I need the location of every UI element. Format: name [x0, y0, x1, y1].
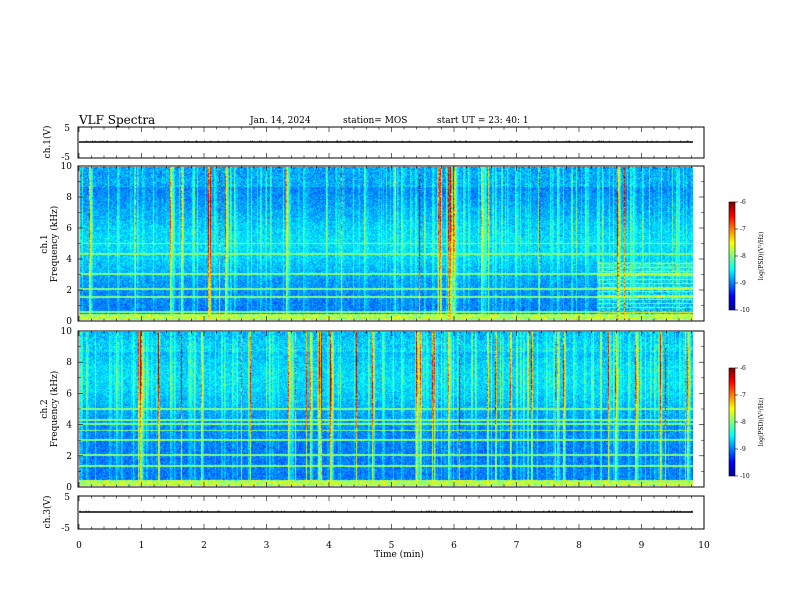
ch2-colorbar-label: log(PSD)(V²/Hz)	[758, 398, 765, 447]
colorbar-tick-label: -10	[740, 307, 750, 314]
ch2-colorbar-ticks: -6 -7 -8 -9 -10	[735, 365, 750, 480]
y-tick-label: 10	[61, 162, 73, 172]
ch1-spectrogram-ylabel: Frequency (kHz)	[49, 206, 60, 283]
ch1-waveform-frame	[77, 126, 705, 159]
ch1-waveform-jitter	[86, 140, 689, 142]
x-tick-label: 10	[698, 541, 710, 551]
y-tick-label: 0	[66, 483, 72, 493]
ch1-ytick-top: 5	[64, 124, 70, 134]
ch3-ytick-top: 5	[64, 493, 70, 503]
ch3-waveform-frame	[77, 495, 705, 530]
y-tick-label: 6	[66, 389, 72, 399]
ch1-waveform-ylabel: ch.1(V)	[42, 126, 53, 159]
colorbar-tick-label: -7	[740, 226, 746, 233]
ch3-waveform-ylabel: ch.3(V)	[42, 496, 53, 529]
ch1-colorbar-ticks: -6 -7 -8 -9 -10	[735, 199, 750, 314]
time-axis-label: Time (min)	[374, 549, 424, 560]
ch1-spectrogram-panel: 0 2 4 6 8 10 ch.1 Frequency (kHz)	[40, 162, 705, 327]
ch2-frequency-ticks: 0 2 4 6 8 10	[61, 327, 704, 493]
x-tick-label: 4	[326, 541, 332, 551]
y-tick-label: 2	[66, 286, 72, 296]
x-tick-label: 8	[576, 541, 582, 551]
colorbar-tick-label: -10	[740, 473, 750, 480]
colorbar-tick-label: -8	[740, 253, 746, 260]
ch2-spectrogram-image	[79, 332, 693, 486]
date-label: Jan. 14, 2024	[249, 116, 311, 126]
station-label: station= MOS	[343, 116, 407, 126]
y-tick-label: 8	[66, 193, 72, 203]
colorbar-tick-label: -6	[740, 199, 746, 206]
y-tick-label: 10	[61, 327, 73, 337]
ch2-spectrogram-panel: 0 2 4 6 8 10 ch.2 Frequency (kHz)	[40, 327, 705, 493]
colorbar-tick-label: -9	[740, 446, 746, 453]
ch2-colorbar: -6 -7 -8 -9 -10 log(PSD)(V²/Hz)	[728, 365, 765, 480]
x-tick-label: 7	[514, 541, 520, 551]
x-tick-label: 6	[451, 541, 457, 551]
ch1-colorbar: -6 -7 -8 -9 -10 log(PSD)(V²/Hz)	[728, 199, 765, 314]
ch1-colorbar-label: log(PSD)(V²/Hz)	[758, 232, 765, 281]
y-tick-label: 8	[66, 358, 72, 368]
ch1-frequency-ticks: 0 2 4 6 8 10	[61, 162, 704, 327]
x-tick-label: 2	[201, 541, 207, 551]
ch1-spectrogram-ylabel-channel: ch.1	[40, 234, 50, 253]
x-tick-label: 0	[76, 541, 82, 551]
ch2-colorbar-gradient	[729, 368, 735, 476]
x-tick-label: 3	[264, 541, 270, 551]
ch1-ytick-bottom: -5	[61, 153, 70, 163]
x-tick-label: 5	[389, 541, 395, 551]
y-tick-label: 4	[66, 255, 72, 265]
ch1-colorbar-gradient	[729, 202, 735, 310]
colorbar-tick-label: -7	[740, 392, 746, 399]
colorbar-tick-label: -6	[740, 365, 746, 372]
x-tick-label: 1	[139, 541, 145, 551]
ch3-ytick-bottom: -5	[61, 524, 70, 534]
ch2-spectrogram-ylabel: Frequency (kHz)	[49, 371, 60, 448]
y-tick-label: 0	[66, 317, 72, 327]
start-time-label: start UT = 23: 40: 1	[437, 116, 529, 126]
time-axis-ticks: 0 1 2 3 4 5 6 7 8 9 10	[76, 127, 710, 551]
ch2-spectrogram-ylabel-channel: ch.2	[40, 399, 50, 418]
ch1-spectrogram-image	[79, 167, 693, 320]
y-tick-label: 2	[66, 452, 72, 462]
colorbar-tick-label: -9	[740, 280, 746, 287]
y-tick-label: 4	[66, 421, 72, 431]
ch1-waveform-panel: 5 -5 ch.1(V)	[42, 124, 705, 163]
y-tick-label: 6	[66, 224, 72, 234]
colorbar-tick-label: -8	[740, 419, 746, 426]
ch3-waveform-jitter	[79, 510, 692, 512]
ch3-waveform-panel: 5 -5 ch.3(V)	[42, 493, 705, 534]
x-tick-label: 9	[639, 541, 645, 551]
figure-title: VLF Spectra	[78, 113, 155, 127]
